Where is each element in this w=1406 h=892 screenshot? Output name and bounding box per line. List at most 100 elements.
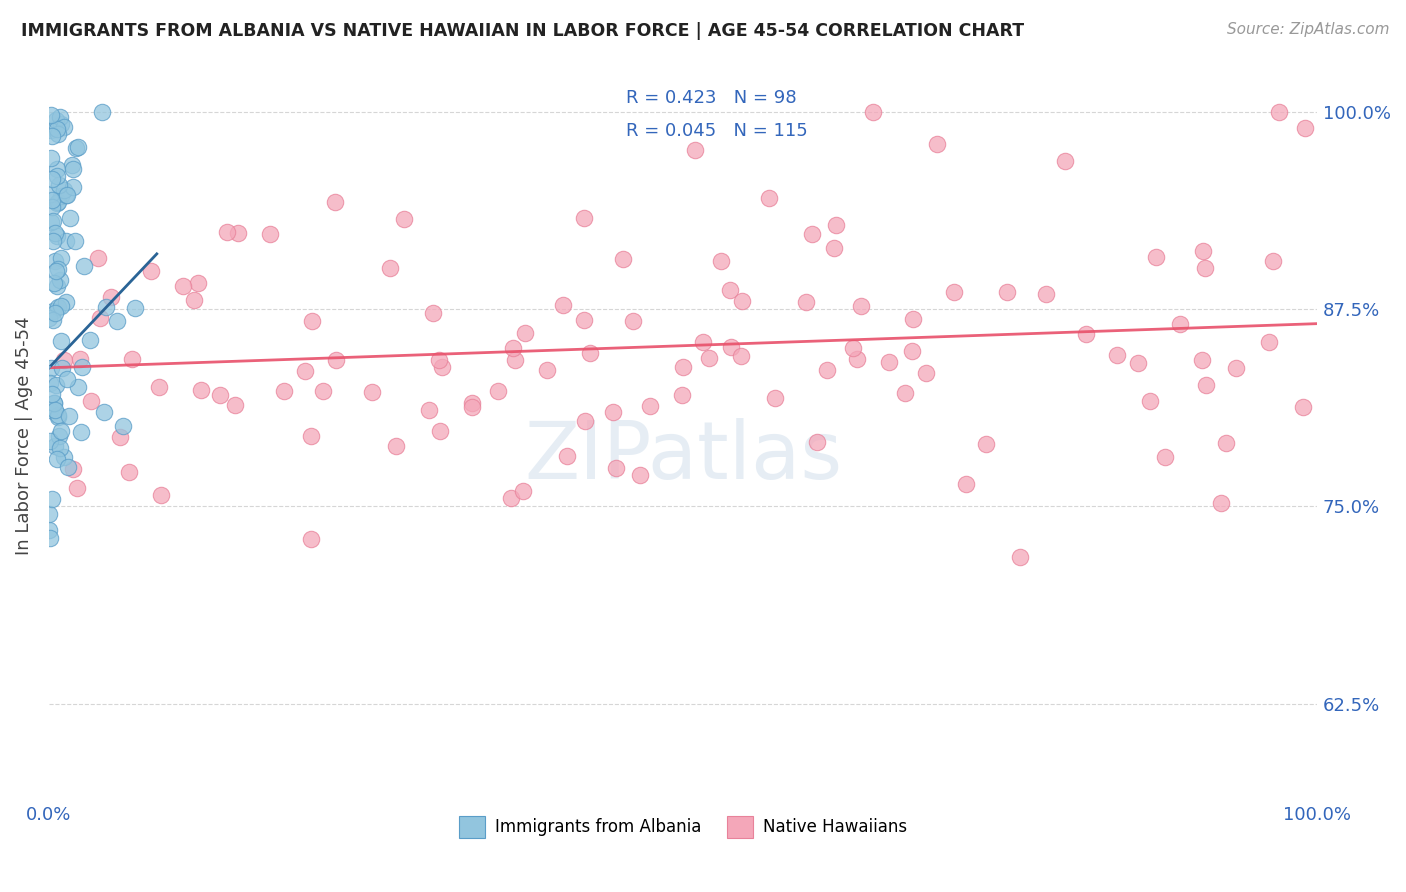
Point [42,303,65,318]
Point [486,384,509,399]
Point [995,285,1018,299]
Point [574,414,596,428]
Point [121,351,143,366]
Point [46,128,69,142]
Point [692,335,714,350]
Point [1225,360,1247,375]
Point [758,191,780,205]
Point [190,383,212,397]
Point [942,285,965,299]
Point [45,263,67,277]
Point [845,351,868,366]
Text: IMMIGRANTS FROM ALBANIA VS NATIVE HAWAIIAN IN LABOR FORCE | AGE 45-54 CORRELATIO: IMMIGRANTS FROM ALBANIA VS NATIVE HAWAII… [21,22,1024,40]
Point [118,466,141,480]
Point [299,532,322,546]
Point [572,313,595,327]
Point [52,353,75,368]
Point [41,187,63,202]
Point [39,215,62,229]
Point [915,366,938,380]
Point [731,294,754,309]
Point [65,482,87,496]
Point [806,435,828,450]
Point [800,227,823,242]
Point [67,140,90,154]
Point [44,439,66,453]
Point [39,434,62,448]
Point [361,385,384,400]
Point [1139,394,1161,409]
Point [427,353,450,368]
Point [1268,105,1291,120]
Point [48,429,70,443]
Point [685,143,707,157]
Point [44,306,66,320]
Point [46,409,69,424]
Point [62,462,84,476]
Point [45,279,67,293]
Point [877,355,900,369]
Point [1126,356,1149,370]
Point [1209,496,1232,510]
Point [139,264,162,278]
Point [41,151,63,165]
Point [862,105,884,120]
Point [44,253,66,268]
Point [62,180,84,194]
Point [503,352,526,367]
Point [1053,153,1076,168]
Point [124,301,146,316]
Point [671,360,693,375]
Point [38,523,60,537]
Point [815,363,838,377]
Point [42,313,65,327]
Text: Source: ZipAtlas.com: Source: ZipAtlas.com [1226,22,1389,37]
Point [49,188,72,202]
Point [44,403,66,417]
Point [605,461,627,475]
Text: R = 0.045   N = 115: R = 0.045 N = 115 [626,122,808,140]
Point [501,491,523,505]
Point [1010,549,1032,564]
Point [925,136,948,151]
Point [49,251,72,265]
Point [1257,335,1279,350]
Point [378,261,401,276]
Point [45,113,67,128]
Point [502,341,524,355]
Text: R = 0.423   N = 98: R = 0.423 N = 98 [626,89,797,107]
Point [551,298,574,312]
Point [513,326,536,340]
Point [111,418,134,433]
Point [55,188,77,202]
Point [226,226,249,240]
Point [42,396,65,410]
Point [52,183,75,197]
Point [825,218,848,232]
Point [325,353,347,368]
Point [183,293,205,307]
Point [39,107,62,121]
Point [1195,378,1218,392]
Point [579,345,602,359]
Point [67,379,90,393]
Point [224,398,246,412]
Point [149,488,172,502]
Point [41,193,63,207]
Point [294,364,316,378]
Point [794,294,817,309]
Point [90,105,112,120]
Point [52,120,75,134]
Point [93,405,115,419]
Point [46,162,69,177]
Point [392,212,415,227]
Point [49,424,72,438]
Point [1292,400,1315,414]
Point [46,409,69,423]
Point [1191,353,1213,368]
Point [1074,327,1097,342]
Point [39,122,62,136]
Point [1194,261,1216,276]
Point [602,405,624,419]
Point [512,484,534,499]
